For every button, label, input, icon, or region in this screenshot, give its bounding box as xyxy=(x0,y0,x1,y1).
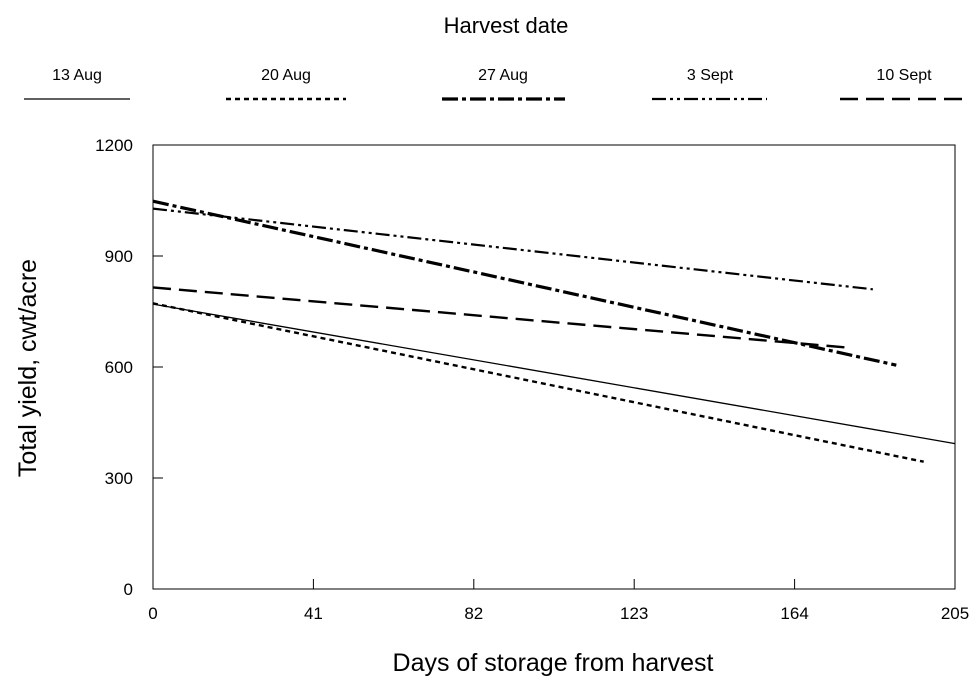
y-tick-label: 1200 xyxy=(95,136,133,155)
y-tick-label: 900 xyxy=(105,247,133,266)
legend-label: 10 Sept xyxy=(876,67,932,84)
series-line-3 xyxy=(152,207,873,291)
x-tick-label: 123 xyxy=(620,604,648,623)
series-line-2 xyxy=(152,199,897,367)
y-tick-label: 600 xyxy=(105,358,133,377)
series-lines xyxy=(152,199,956,463)
plot-frame xyxy=(152,144,956,590)
x-axis-title: Days of storage from harvest xyxy=(393,649,714,677)
x-tick-label: 0 xyxy=(148,604,157,623)
x-tick-label: 164 xyxy=(780,604,808,623)
x-tick-label: 41 xyxy=(304,604,323,623)
legend-label: 27 Aug xyxy=(478,67,528,84)
series-line-4 xyxy=(152,286,846,349)
series-line-0 xyxy=(152,303,956,445)
y-tick-label: 0 xyxy=(124,580,133,599)
y-tick-label: 300 xyxy=(105,469,133,488)
series-line-1 xyxy=(152,302,924,463)
x-axis: 0 41 82 123 164 205 xyxy=(148,579,969,623)
legend-label: 13 Aug xyxy=(52,67,102,84)
legend: 13 Aug 20 Aug 27 Aug 3 Sept 10 Sept xyxy=(24,67,969,101)
legend-label: 3 Sept xyxy=(687,67,734,84)
legend-label: 20 Aug xyxy=(261,67,311,84)
x-tick-label: 82 xyxy=(464,604,483,623)
x-tick-label: 205 xyxy=(941,604,969,623)
chart-title: Harvest date xyxy=(444,13,569,38)
y-axis: 0 300 600 900 1200 xyxy=(95,136,163,599)
y-axis-title: Total yield, cwt/acre xyxy=(14,259,42,477)
